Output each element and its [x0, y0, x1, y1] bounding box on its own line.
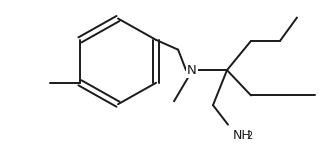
- Text: NH: NH: [233, 129, 252, 142]
- Text: N: N: [187, 64, 197, 77]
- Text: 2: 2: [246, 131, 252, 141]
